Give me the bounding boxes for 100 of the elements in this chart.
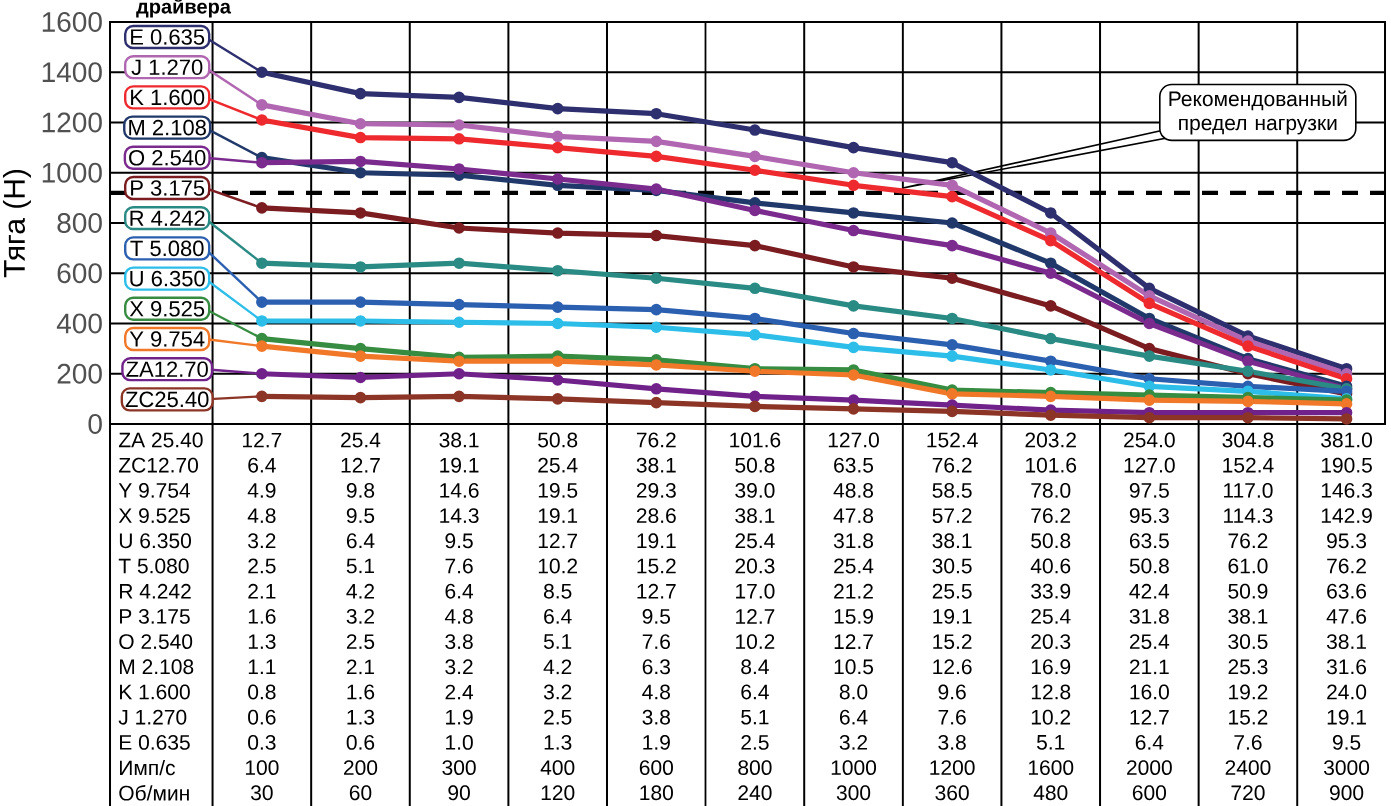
text: 63.5 — [1129, 533, 1169, 549]
legend-label: K 1.600 — [131, 89, 205, 106]
text: 7.6 — [445, 558, 473, 574]
text: 95.3 — [1327, 533, 1367, 549]
legend-label: J 1.270 — [131, 59, 203, 75]
text: 12.7 — [736, 609, 775, 624]
text: 1200 — [930, 760, 975, 776]
text: 25.4 — [735, 533, 775, 549]
text: 5.1 — [543, 634, 572, 649]
text: 15.2 — [637, 558, 676, 574]
text: 19.1 — [538, 508, 578, 524]
text: ZA 25.40 — [118, 432, 203, 448]
text: R 4.242 — [120, 583, 191, 599]
text: 38.1 — [932, 533, 972, 549]
text: 38.1 — [636, 457, 676, 473]
y-tick-label: 800 — [57, 213, 102, 233]
text: 114.3 — [1224, 508, 1273, 524]
text: 0.8 — [248, 684, 276, 700]
text: 6.4 — [839, 709, 868, 725]
text: 5.1 — [1036, 735, 1065, 750]
y-tick-label: 1000 — [42, 162, 102, 183]
text: 0.3 — [248, 734, 276, 750]
text: 254.0 — [1124, 432, 1175, 448]
text: 9.5 — [1332, 734, 1361, 750]
legend-label: E 0.635 — [131, 29, 205, 45]
legend-label: ZC25.40 — [125, 391, 209, 408]
y-tick-label: 1600 — [42, 12, 102, 32]
text: 800 — [738, 760, 772, 776]
text: 15.2 — [1229, 709, 1268, 725]
text: 9.5 — [445, 533, 473, 549]
text: 33.9 — [1031, 583, 1071, 599]
text: 2.5 — [248, 558, 276, 574]
text: 76.2 — [636, 432, 676, 448]
text: 203.2 — [1025, 432, 1076, 448]
y-tick-label: 1200 — [42, 112, 102, 133]
text: 152.4 — [1223, 457, 1274, 473]
text: Имп/с — [120, 759, 176, 776]
text: P 3.175 — [120, 608, 190, 624]
text: 6.4 — [1135, 734, 1164, 750]
text: 19.1 — [1327, 709, 1366, 725]
legend-label: X 9.525 — [129, 301, 205, 317]
text: 1.3 — [544, 734, 572, 750]
text: 38.1 — [1326, 634, 1366, 650]
text: 9.8 — [346, 482, 375, 498]
text: 1.9 — [643, 734, 670, 750]
text: 152.4 — [927, 432, 978, 448]
text: 180 — [640, 785, 673, 801]
text: 16.0 — [1130, 684, 1169, 700]
text: 127.0 — [1124, 457, 1175, 473]
text: 19.1 — [440, 457, 479, 473]
text: 61.0 — [1228, 558, 1268, 574]
text: 50.8 — [1129, 558, 1169, 574]
text: 400 — [540, 760, 575, 776]
text: 15.2 — [933, 634, 972, 650]
text: 20.3 — [735, 558, 775, 574]
text: 50.8 — [735, 457, 775, 473]
text: 60 — [349, 785, 372, 801]
text: 76.2 — [1031, 508, 1071, 524]
text: 21.1 — [1129, 659, 1169, 675]
text: 31.8 — [1129, 608, 1169, 624]
text: 25.5 — [932, 583, 972, 599]
y-tick-label: 600 — [57, 263, 102, 284]
text: 240 — [738, 785, 772, 801]
text: 117.0 — [1224, 482, 1273, 498]
text: U 6.350 — [119, 533, 191, 549]
text: 58.5 — [932, 482, 972, 498]
y-axis-title: Тяга (Н) — [2, 169, 31, 278]
text: O 2.540 — [119, 634, 193, 650]
text: 30.5 — [1228, 634, 1268, 650]
text: 38.1 — [439, 432, 479, 448]
text: 1600 — [1028, 760, 1074, 776]
text: 20.3 — [1031, 634, 1071, 650]
y-tick-label: 400 — [56, 313, 102, 334]
text: 38.1 — [735, 508, 775, 524]
legend-label: T 5.080 — [130, 240, 204, 257]
text: Об/мин — [119, 784, 189, 801]
legend-label: Рекомендованный предел нагрузки — [1169, 90, 1347, 135]
text: 900 — [1330, 785, 1364, 801]
text: 1.9 — [446, 709, 473, 725]
text: 101.6 — [730, 432, 781, 448]
text: 76.2 — [932, 457, 972, 473]
text: 146.3 — [1321, 482, 1372, 498]
text: 15.9 — [834, 608, 873, 624]
text: 4.2 — [543, 659, 572, 675]
text: 21.2 — [834, 583, 873, 599]
text: 4.8 — [444, 608, 473, 624]
text: 300 — [836, 785, 871, 801]
text: 1.3 — [248, 634, 276, 650]
text: 0.6 — [346, 734, 375, 750]
y-tick-label: 200 — [57, 363, 102, 384]
text: 4.2 — [346, 583, 374, 599]
text: 90 — [448, 785, 470, 801]
text: 50.9 — [1228, 583, 1268, 599]
text: 47.6 — [1326, 608, 1367, 624]
text: 63.5 — [834, 457, 874, 473]
text: 31.6 — [1326, 659, 1367, 675]
text: 360 — [935, 785, 969, 801]
text: 25.4 — [1129, 634, 1170, 650]
text: 12.7 — [538, 533, 578, 549]
text: 7.6 — [938, 709, 966, 725]
